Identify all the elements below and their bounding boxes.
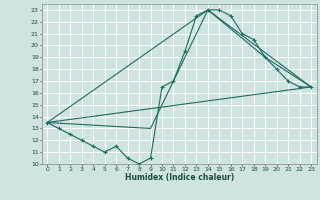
X-axis label: Humidex (Indice chaleur): Humidex (Indice chaleur) <box>124 173 234 182</box>
